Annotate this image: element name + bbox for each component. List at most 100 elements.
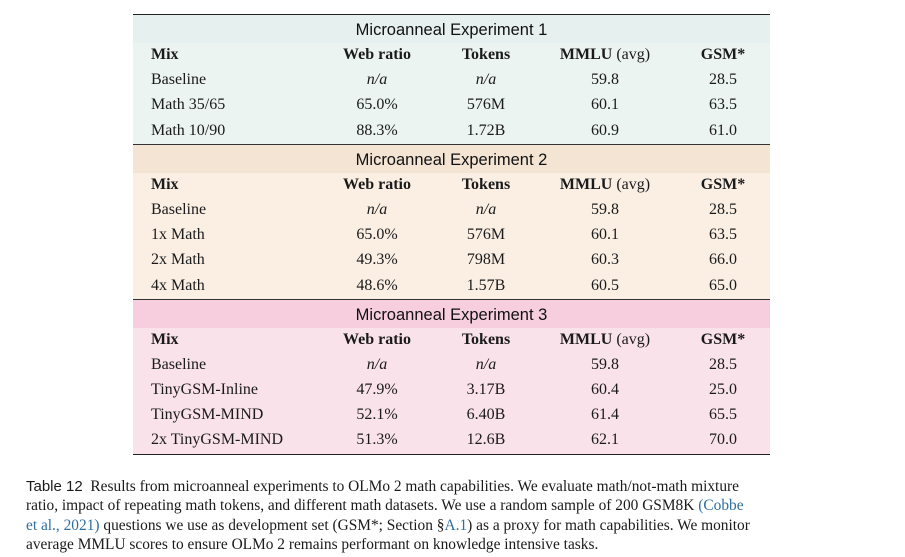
cell-tokens: 576M bbox=[466, 96, 506, 114]
cell-web-ratio: 51.3% bbox=[356, 431, 398, 449]
header-row: Mix Web ratio Tokens MMLU (avg) GSM* bbox=[133, 43, 770, 68]
table-row: Baseline n/a n/a 59.8 28.5 bbox=[133, 68, 770, 93]
citation-link[interactable]: et al., 2021) bbox=[26, 516, 100, 534]
caption-line-1: Table 12 Results from microanneal experi… bbox=[26, 478, 739, 495]
cell-gsm: 28.5 bbox=[709, 200, 737, 218]
col-mmlu-header: MMLU (avg) bbox=[559, 330, 651, 348]
table-row: 2x TinyGSM-MIND 51.3% 12.6B 62.1 70.0 bbox=[133, 428, 770, 453]
caption-line-3: et al., 2021) questions we use as develo… bbox=[26, 516, 750, 534]
cell-tokens: 12.6B bbox=[466, 431, 506, 449]
cell-mmlu: 60.1 bbox=[591, 226, 619, 244]
cell-web-ratio: 65.0% bbox=[356, 96, 398, 114]
cell-web-ratio: n/a bbox=[366, 200, 388, 218]
col-mmlu-header: MMLU (avg) bbox=[559, 175, 651, 193]
cell-web-ratio: 65.0% bbox=[356, 226, 398, 244]
experiment-1-section: Microanneal Experiment 1 Mix Web ratio T… bbox=[133, 15, 770, 144]
col-mix-header: Mix bbox=[151, 175, 179, 193]
col-tokens-header: Tokens bbox=[461, 175, 511, 193]
cell-mmlu: 60.1 bbox=[591, 96, 619, 114]
cell-mmlu: 62.1 bbox=[591, 431, 619, 449]
experiment-3-section: Microanneal Experiment 3 Mix Web ratio T… bbox=[133, 298, 770, 454]
caption-line-2: ratio, impact of repeating math tokens, … bbox=[26, 497, 744, 515]
cell-mix: TinyGSM-Inline bbox=[151, 381, 258, 399]
table-row: Baseline n/a n/a 59.8 28.5 bbox=[133, 198, 770, 223]
cell-tokens: 576M bbox=[466, 226, 506, 244]
cell-mmlu: 59.8 bbox=[591, 200, 619, 218]
cell-mix: TinyGSM-MIND bbox=[151, 406, 264, 424]
section-ref-link[interactable]: A.1 bbox=[444, 516, 468, 534]
cell-mix: Baseline bbox=[151, 355, 207, 373]
cell-web-ratio: 49.3% bbox=[356, 251, 398, 269]
cell-web-ratio: 52.1% bbox=[356, 406, 398, 424]
citation-link[interactable]: (Cobbe bbox=[698, 497, 744, 515]
col-tokens-header: Tokens bbox=[461, 330, 511, 348]
cell-mix: 1x Math bbox=[151, 226, 205, 244]
cell-web-ratio: 47.9% bbox=[356, 381, 398, 399]
cell-web-ratio: 48.6% bbox=[356, 276, 398, 294]
col-web-ratio-header: Web ratio bbox=[343, 46, 411, 63]
col-gsm-header: GSM* bbox=[700, 46, 746, 63]
cell-mmlu: 59.8 bbox=[591, 71, 619, 89]
cell-tokens: 1.57B bbox=[466, 276, 506, 294]
cell-gsm: 65.5 bbox=[709, 406, 737, 424]
cell-mix: Baseline bbox=[151, 200, 207, 218]
cell-tokens: n/a bbox=[475, 71, 497, 89]
cell-tokens: 1.72B bbox=[466, 121, 506, 139]
cell-mmlu: 61.4 bbox=[591, 406, 619, 424]
cell-gsm: 63.5 bbox=[709, 96, 737, 114]
col-gsm-header: GSM* bbox=[700, 330, 746, 348]
cell-mmlu: 60.5 bbox=[591, 276, 619, 294]
col-mmlu-header: MMLU (avg) bbox=[559, 46, 651, 63]
table-row: 4x Math 48.6% 1.57B 60.5 65.0 bbox=[133, 274, 770, 299]
cell-gsm: 70.0 bbox=[709, 431, 737, 449]
experiment-3-title: Microanneal Experiment 3 bbox=[133, 298, 770, 328]
cell-tokens: n/a bbox=[475, 355, 497, 373]
col-gsm-header: GSM* bbox=[700, 175, 746, 193]
col-mix-header: Mix bbox=[151, 46, 179, 63]
cell-gsm: 25.0 bbox=[709, 381, 737, 399]
cell-gsm: 65.0 bbox=[709, 276, 737, 294]
table-row: TinyGSM-MIND 52.1% 6.40B 61.4 65.5 bbox=[133, 403, 770, 428]
experiment-1-title: Microanneal Experiment 1 bbox=[133, 15, 770, 43]
cell-mix: 4x Math bbox=[151, 276, 205, 294]
cell-mmlu: 60.4 bbox=[591, 381, 619, 399]
table-row: Math 10/90 88.3% 1.72B 60.9 61.0 bbox=[133, 119, 770, 144]
col-mix-header: Mix bbox=[151, 330, 179, 348]
caption-label: Table 12 bbox=[26, 478, 83, 495]
cell-web-ratio: n/a bbox=[366, 71, 388, 89]
cell-web-ratio: n/a bbox=[366, 355, 388, 373]
cell-mix: 2x Math bbox=[151, 251, 205, 269]
col-web-ratio-header: Web ratio bbox=[343, 175, 411, 193]
cell-gsm: 28.5 bbox=[709, 355, 737, 373]
experiment-2-title: Microanneal Experiment 2 bbox=[133, 143, 770, 173]
cell-mix: 2x TinyGSM-MIND bbox=[151, 431, 284, 449]
cell-gsm: 28.5 bbox=[709, 71, 737, 89]
cell-web-ratio: 88.3% bbox=[356, 121, 398, 139]
cell-mix: Baseline bbox=[151, 71, 207, 89]
results-table: Microanneal Experiment 1 Mix Web ratio T… bbox=[133, 14, 770, 455]
cell-gsm: 63.5 bbox=[709, 226, 737, 244]
table-row: 2x Math 49.3% 798M 60.3 66.0 bbox=[133, 248, 770, 273]
col-web-ratio-header: Web ratio bbox=[343, 330, 411, 348]
cell-tokens: 3.17B bbox=[466, 381, 506, 399]
cell-gsm: 66.0 bbox=[709, 251, 737, 269]
table-row: Math 35/65 65.0% 576M 60.1 63.5 bbox=[133, 93, 770, 118]
table-row: TinyGSM-Inline 47.9% 3.17B 60.4 25.0 bbox=[133, 378, 770, 403]
table-row: Baseline n/a n/a 59.8 28.5 bbox=[133, 353, 770, 378]
cell-mmlu: 60.3 bbox=[591, 251, 619, 269]
header-row: Mix Web ratio Tokens MMLU (avg) GSM* bbox=[133, 328, 770, 353]
cell-mmlu: 59.8 bbox=[591, 355, 619, 373]
cell-gsm: 61.0 bbox=[709, 121, 737, 139]
cell-mmlu: 60.9 bbox=[591, 121, 619, 139]
table-caption: Table 12 Results from microanneal experi… bbox=[26, 477, 888, 554]
cell-tokens: n/a bbox=[475, 200, 497, 218]
cell-mix: Math 10/90 bbox=[151, 121, 226, 139]
cell-tokens: 6.40B bbox=[466, 406, 506, 424]
caption-line-4: average MMLU scores to ensure OLMo 2 rem… bbox=[26, 535, 599, 553]
header-row: Mix Web ratio Tokens MMLU (avg) GSM* bbox=[133, 173, 770, 198]
cell-tokens: 798M bbox=[466, 251, 506, 269]
cell-mix: Math 35/65 bbox=[151, 96, 226, 114]
experiment-2-section: Microanneal Experiment 2 Mix Web ratio T… bbox=[133, 143, 770, 299]
table-row: 1x Math 65.0% 576M 60.1 63.5 bbox=[133, 223, 770, 248]
col-tokens-header: Tokens bbox=[461, 46, 511, 63]
